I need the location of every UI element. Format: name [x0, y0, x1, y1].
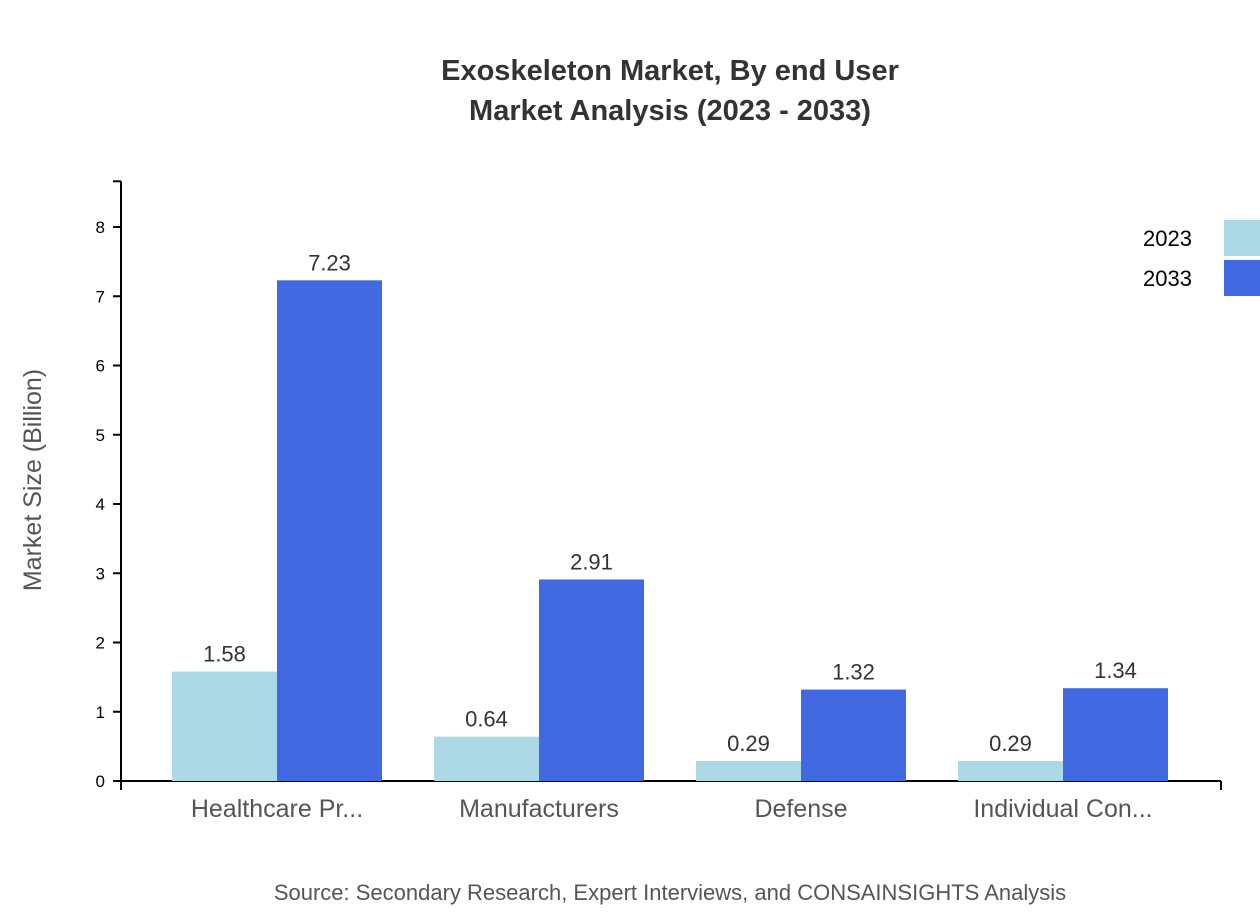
x-tick-label: Manufacturers: [459, 795, 619, 823]
bar-2023: [958, 760, 1063, 781]
data-label: 0.64: [465, 707, 508, 732]
bar-2033: [1063, 688, 1168, 781]
y-tick-label: 6: [96, 357, 105, 376]
legend-swatch: [1224, 220, 1260, 256]
legend-swatch: [1224, 260, 1260, 296]
bar-2023: [172, 671, 277, 781]
y-tick-label: 5: [96, 426, 105, 445]
data-label: 0.29: [989, 731, 1032, 756]
legend-label: 2023: [1143, 226, 1192, 251]
legend-label: 2033: [1143, 266, 1192, 291]
y-tick-label: 1: [96, 703, 105, 722]
y-tick-label: 8: [96, 218, 105, 237]
chart-title: Exoskeleton Market, By end User: [441, 55, 899, 87]
source-note: Source: Secondary Research, Expert Inter…: [274, 880, 1066, 905]
data-label: 7.23: [308, 250, 351, 275]
bar-2033: [277, 280, 382, 781]
data-label: 1.58: [203, 642, 246, 667]
x-tick-label: Defense: [754, 795, 847, 823]
y-tick-label: 0: [96, 772, 105, 791]
x-tick-label: Individual Con...: [973, 795, 1152, 823]
data-label: 1.32: [832, 660, 875, 685]
y-axis-label: Market Size (Billion): [19, 369, 47, 591]
y-tick-label: 4: [96, 495, 105, 514]
data-label: 0.29: [727, 731, 770, 756]
bar-2033: [801, 689, 906, 781]
y-tick-label: 7: [96, 287, 105, 306]
data-label: 1.34: [1094, 658, 1137, 683]
bar-2033: [539, 579, 644, 781]
y-tick-label: 2: [96, 634, 105, 653]
y-tick-label: 3: [96, 564, 105, 583]
chart-subtitle: Market Analysis (2023 - 2033): [469, 95, 871, 127]
x-tick-label: Healthcare Pr...: [191, 795, 363, 823]
bar-2023: [434, 736, 539, 781]
bar-2023: [696, 760, 801, 781]
data-label: 2.91: [570, 549, 613, 574]
